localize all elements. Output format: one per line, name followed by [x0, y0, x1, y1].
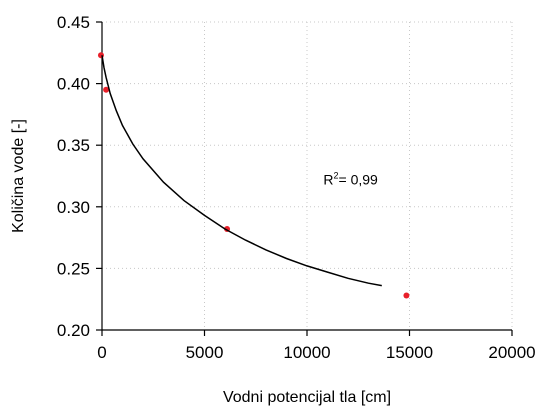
y-axis-title: Količina vode [-] — [10, 119, 27, 233]
x-ticks: 0 5000 10000 15000 20000 — [97, 330, 536, 362]
r-squared-value: = 0,99 — [339, 172, 379, 188]
y-tick-label: 0.20 — [57, 321, 90, 340]
r-squared-sup: 2 — [334, 171, 339, 181]
y-ticks: 0.20 0.25 0.30 0.35 0.40 0.45 — [57, 13, 102, 340]
data-point — [103, 86, 110, 93]
r-squared-annotation: R2= 0,99 — [323, 171, 378, 188]
y-tick-label: 0.40 — [57, 75, 90, 94]
y-tick-label: 0.45 — [57, 13, 90, 32]
x-tick-label: 20000 — [488, 343, 535, 362]
x-axis-title: Vodni potencijal tla [cm] — [223, 389, 391, 406]
y-tick-label: 0.35 — [57, 136, 90, 155]
x-tick-label: 10000 — [283, 343, 330, 362]
data-point — [403, 292, 410, 299]
fitted-curve — [101, 55, 382, 287]
r-squared-base: R — [323, 172, 333, 188]
series — [97, 52, 410, 299]
y-tick-label: 0.25 — [57, 259, 90, 278]
x-tick-label: 5000 — [186, 343, 224, 362]
y-tick-label: 0.30 — [57, 198, 90, 217]
x-tick-label: 0 — [97, 343, 106, 362]
x-tick-label: 15000 — [386, 343, 433, 362]
axes — [101, 22, 512, 331]
grid — [102, 21, 513, 330]
